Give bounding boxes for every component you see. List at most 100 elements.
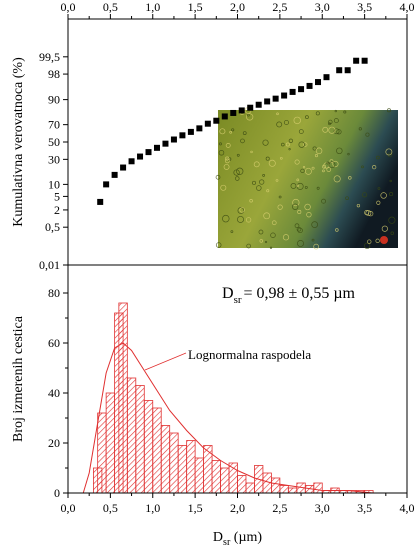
micrograph-particle	[229, 130, 233, 134]
x-tick-label: 2,5	[272, 501, 287, 515]
micrograph-particle	[256, 185, 262, 191]
micrograph-particle	[365, 210, 372, 217]
micrograph-particle	[302, 166, 306, 169]
micrograph-particle	[222, 214, 230, 223]
cumulative-point	[298, 86, 305, 93]
cumulative-point	[336, 67, 343, 74]
histogram-bar	[237, 475, 247, 494]
histogram-bar	[118, 302, 128, 494]
micrograph-particle	[388, 216, 396, 224]
histogram-bar	[313, 482, 323, 494]
micrograph-particle	[281, 142, 285, 147]
micrograph-particle	[381, 225, 388, 232]
micrograph-particle	[329, 159, 334, 164]
micrograph-particle	[326, 161, 330, 165]
micrograph-particle	[347, 152, 350, 156]
y-tick-label: 99,5	[39, 50, 60, 64]
micrograph-particle	[390, 231, 395, 236]
micrograph-particle	[328, 161, 336, 169]
top-x-tick-label: 0,0	[61, 0, 76, 14]
histogram-bar	[194, 457, 204, 494]
micrograph-particle	[365, 132, 370, 137]
micrograph-particle	[282, 234, 290, 241]
x-tick-label: 4,0	[400, 501, 415, 515]
cumulative-point	[204, 120, 211, 127]
cumulative-point	[187, 128, 194, 135]
micrograph-particle	[224, 158, 230, 164]
micrograph-particle	[271, 220, 277, 226]
micrograph-particle	[288, 148, 291, 151]
micrograph-particle	[389, 192, 394, 197]
micrograph-particle	[218, 142, 222, 146]
micrograph-particle	[215, 242, 222, 248]
histogram-bar	[126, 377, 137, 494]
cumulative-point	[103, 181, 110, 188]
micrograph-particle	[288, 138, 294, 143]
cumulative-point	[255, 101, 262, 108]
histogram-bar	[203, 445, 213, 494]
histogram-panel: 0 20 40 60 80 0,0 0,5 1,0 1,5 2,0 2,5 3,0 3,5 4,0 Broj…	[11, 264, 415, 547]
x-tick-label: 0,0	[61, 501, 76, 515]
y-tick-label: 0,5	[45, 220, 60, 234]
micrograph-particle	[219, 128, 226, 135]
micrograph-particle	[269, 246, 273, 249]
micrograph-particle	[333, 128, 340, 135]
histogram-bar	[211, 460, 221, 494]
micrograph-particle	[263, 212, 271, 220]
micrograph-particle	[328, 122, 331, 126]
y-tick-label: 40	[48, 386, 60, 400]
y-tick-label: 2	[54, 203, 60, 217]
micrograph-particle	[303, 142, 308, 147]
y-tick-label: 0,01	[39, 258, 60, 272]
micrograph-particle	[276, 121, 283, 128]
micrograph-particle	[249, 198, 253, 203]
micrograph-particle	[294, 159, 300, 165]
cumulative-point	[344, 67, 351, 74]
cumulative-point	[221, 113, 228, 120]
micrograph-particle	[296, 184, 299, 188]
micrograph-particle	[326, 167, 332, 172]
fit-label-leader	[144, 352, 187, 371]
micrograph-particle	[233, 169, 240, 176]
micrograph-particle	[336, 147, 343, 155]
histogram-bar	[135, 385, 145, 494]
micrograph-particle	[376, 200, 381, 205]
micrograph-particle	[298, 129, 304, 135]
histogram-bar	[169, 432, 179, 494]
micrograph-particle	[297, 209, 302, 214]
cumulative-point	[264, 98, 271, 105]
cumulative-point	[170, 136, 177, 143]
cumulative-point	[196, 125, 203, 132]
micrograph-particle	[259, 239, 264, 243]
micrograph-particle	[333, 175, 341, 183]
micrograph-particle	[242, 131, 247, 135]
annotation-sub: sr	[234, 294, 242, 306]
y-tick-label: 5	[54, 189, 60, 203]
micrograph-particle	[266, 189, 270, 193]
histogram-bar	[105, 392, 116, 494]
lognormal-fit-curve	[82, 342, 374, 494]
micrograph-particle	[389, 179, 392, 183]
micrograph-particle	[225, 142, 231, 148]
histogram-bar	[177, 445, 188, 494]
x-axis-title-sub: sr	[223, 537, 231, 547]
x-axis-title-unit: (µm)	[230, 530, 262, 545]
x-tick-label: 3,5	[357, 501, 372, 515]
micrograph-particle	[278, 195, 282, 199]
micrograph-particle	[368, 211, 374, 217]
micrograph-particle	[306, 212, 312, 218]
micrograph-particle	[276, 112, 279, 116]
micrograph-particle	[364, 242, 371, 249]
cumulative-point	[145, 149, 152, 156]
histogram-bar	[220, 467, 230, 494]
micrograph-particle	[235, 176, 240, 181]
micrograph-particle	[371, 165, 377, 170]
micrograph-particle	[305, 115, 309, 120]
micrograph-particle	[292, 203, 299, 210]
annotation-value: = 0,98 ± 0,55 µm	[244, 285, 356, 302]
micrograph-particle	[258, 229, 264, 235]
micrograph-particle	[262, 174, 266, 177]
micrograph-particle	[377, 187, 381, 190]
